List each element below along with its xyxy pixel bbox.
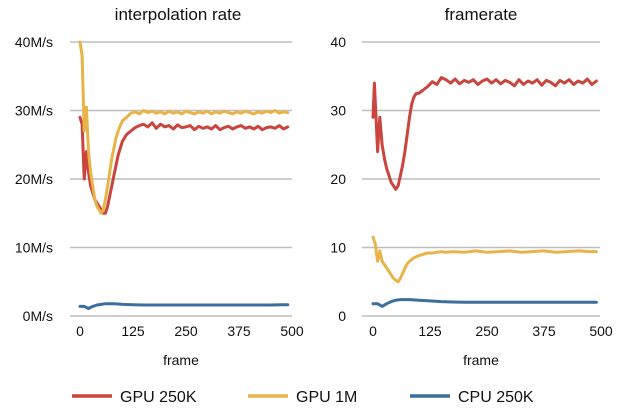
y-tick-label: 40: [330, 34, 346, 50]
y-tick-label: 30: [330, 103, 346, 119]
y-tick-label: 30M/s: [15, 103, 53, 119]
x-tick-label: 250: [475, 323, 499, 339]
series-line-gpu-250k: [371, 76, 598, 191]
y-tick-label: 20: [330, 171, 346, 187]
x-tick-label: 0: [369, 323, 377, 339]
x-axis-label: frame: [163, 352, 199, 368]
x-tick-label: 375: [532, 323, 556, 339]
x-axis-label: frame: [463, 352, 499, 368]
legend-label-gpu-250k: GPU 250K: [120, 389, 197, 406]
chart-title: framerate: [445, 5, 518, 24]
legend: GPU 250K GPU 1M CPU 250K: [72, 389, 534, 406]
framerate-chart: framerate 0 10 20 30 40 0 125 250 375 500 frame: [330, 5, 612, 368]
x-tick-label: 500: [280, 323, 304, 339]
y-tick-label: 10M/s: [15, 240, 53, 256]
series-line-cpu-250k: [78, 302, 290, 310]
series-line-gpu-250k: [78, 115, 290, 215]
interpolation-rate-chart: interpolation rate 0M/s 10M/s 20M/s 30M/s 40M…: [15, 5, 304, 368]
series-line-gpu-1m: [78, 40, 290, 215]
x-tick-label: 125: [418, 323, 442, 339]
x-tick-label: 500: [589, 323, 613, 339]
y-tick-label: 0M/s: [23, 308, 53, 324]
x-tick-label: 375: [227, 323, 251, 339]
y-tick-label: 10: [330, 240, 346, 256]
y-tick-label: 40M/s: [15, 34, 53, 50]
legend-label-cpu-250k: CPU 250K: [458, 389, 534, 406]
series-line-cpu-250k: [371, 298, 598, 308]
y-tick-label: 20M/s: [15, 171, 53, 187]
chart-title: interpolation rate: [115, 5, 242, 24]
x-tick-label: 125: [121, 323, 145, 339]
x-tick-label: 0: [76, 323, 84, 339]
y-tick-label: 0: [338, 308, 346, 324]
x-tick-label: 250: [174, 323, 198, 339]
legend-label-gpu-1m: GPU 1M: [296, 389, 357, 406]
series-line-gpu-1m: [371, 235, 598, 284]
